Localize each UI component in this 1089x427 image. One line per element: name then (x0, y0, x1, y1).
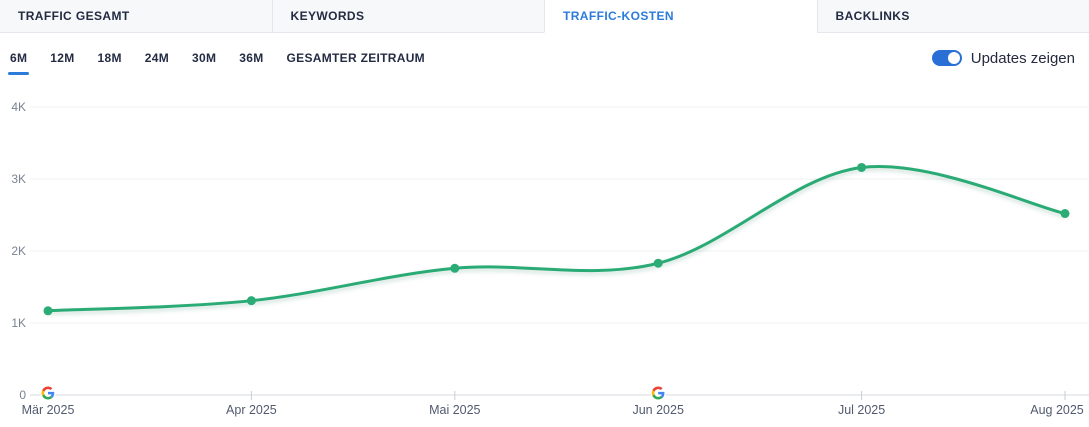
tab-traffic-gesamt[interactable]: TRAFFIC GESAMT (0, 0, 272, 33)
updates-toggle[interactable] (931, 50, 962, 66)
period-6m[interactable]: 6M (7, 45, 30, 75)
period-gesamter-zeitraum[interactable]: GESAMTER ZEITRAUM (286, 51, 425, 65)
y-tick-label: 0 (19, 388, 26, 402)
tab-label: KEYWORDS (290, 9, 365, 23)
data-point[interactable] (653, 258, 663, 268)
x-tick-label: Mär 2025 (22, 403, 75, 417)
x-tick-label: Jul 2025 (838, 403, 885, 417)
tab-label: TRAFFIC-KOSTEN (563, 9, 674, 23)
period-36m[interactable]: 36M (239, 51, 264, 65)
x-tick-label: Mai 2025 (429, 403, 480, 417)
y-tick-label: 3K (11, 172, 26, 186)
updates-toggle-group: Updates zeigen (931, 49, 1075, 67)
traffic-cost-line (46, 165, 1067, 313)
y-tick-label: 4K (11, 100, 26, 114)
period-selector: 6M 12M 18M 24M 30M 36M GESAMTER ZEITRAUM (7, 45, 425, 75)
period-30m[interactable]: 30M (192, 51, 217, 65)
x-tick-label: Apr 2025 (226, 403, 277, 417)
tab-label: BACKLINKS (835, 9, 910, 23)
controls-row: 6M 12M 18M 24M 30M 36M GESAMTER ZEITRAUM… (0, 33, 1089, 83)
data-point[interactable] (450, 263, 460, 273)
data-point[interactable] (43, 306, 53, 316)
updates-toggle-label: Updates zeigen (970, 49, 1075, 67)
data-point[interactable] (857, 162, 867, 172)
toggle-knob (947, 52, 960, 64)
period-12m[interactable]: 12M (50, 51, 75, 65)
tab-label: TRAFFIC GESAMT (18, 9, 130, 23)
google-update-icon[interactable] (650, 385, 666, 401)
google-update-icon[interactable] (40, 385, 56, 401)
y-tick-label: 1K (11, 316, 26, 330)
data-point[interactable] (1060, 209, 1070, 219)
x-tick-label: Aug 2025 (1030, 403, 1084, 417)
period-18m[interactable]: 18M (97, 51, 122, 65)
data-point[interactable] (246, 296, 256, 306)
period-24m[interactable]: 24M (144, 51, 170, 65)
y-tick-label: 2K (11, 244, 26, 258)
tab-bar: TRAFFIC GESAMT KEYWORDS TRAFFIC-KOSTEN B… (0, 0, 1089, 33)
tab-backlinks[interactable]: BACKLINKS (816, 0, 1089, 33)
x-tick-label: Jun 2025 (632, 403, 683, 417)
tab-traffic-kosten[interactable]: TRAFFIC-KOSTEN (544, 0, 817, 33)
tab-keywords[interactable]: KEYWORDS (271, 0, 544, 33)
